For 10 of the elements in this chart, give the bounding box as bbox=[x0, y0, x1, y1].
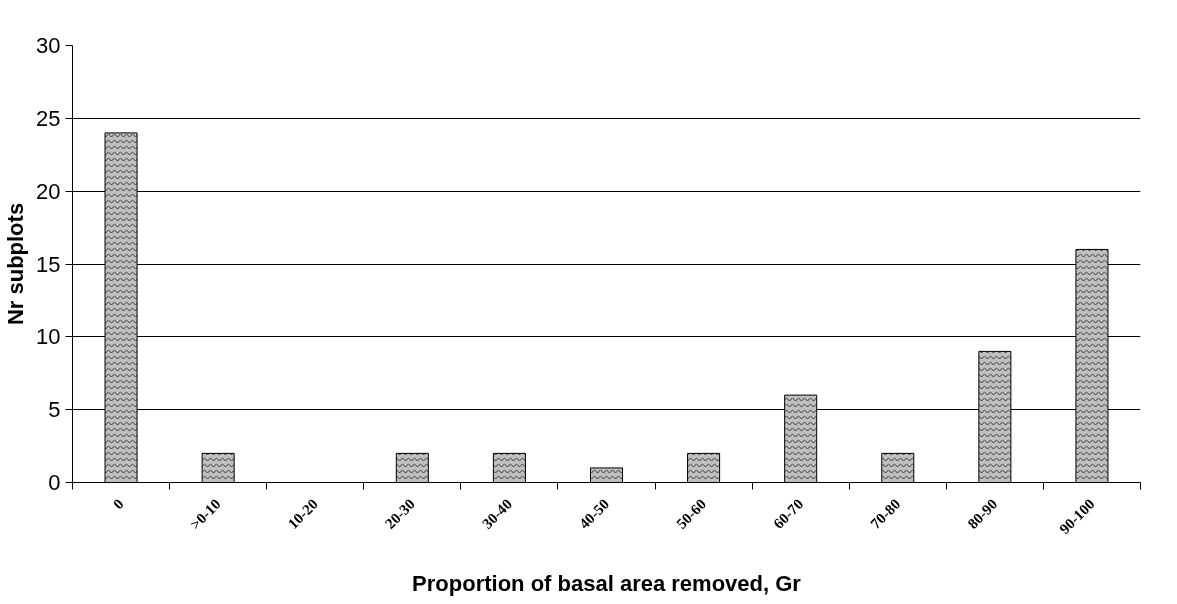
y-tick-label: 20 bbox=[36, 178, 61, 204]
y-tick-label: 15 bbox=[36, 251, 61, 277]
y-tick-label: 0 bbox=[48, 470, 61, 495]
y-tick-label: 5 bbox=[48, 397, 61, 423]
y-tick-label: 10 bbox=[36, 324, 61, 350]
y-tick-label: 25 bbox=[36, 105, 61, 131]
y-tick-label: 30 bbox=[36, 33, 61, 58]
x-axis-title: Proportion of basal area removed, Gr bbox=[412, 570, 802, 596]
y-axis-title: Nr subplots bbox=[3, 202, 29, 326]
x-tick-label: 0 bbox=[110, 495, 127, 513]
